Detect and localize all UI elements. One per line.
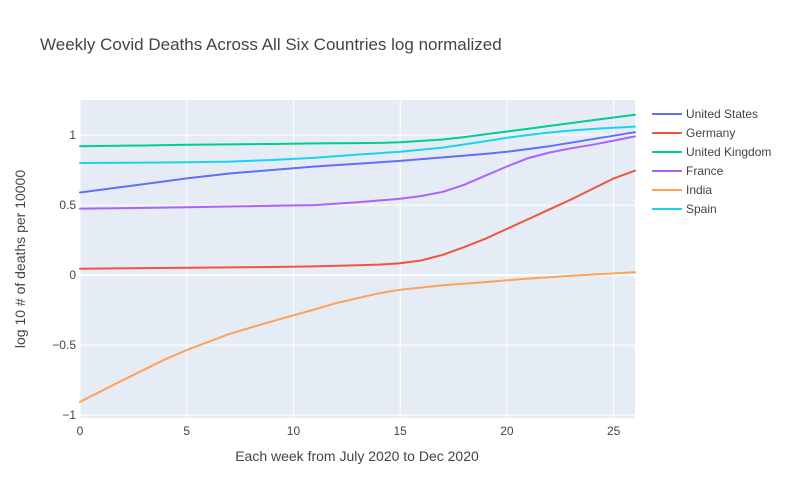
legend-item-spain[interactable]: Spain (652, 202, 717, 216)
y-tick-label: 1 (69, 128, 76, 142)
x-tick-label: 0 (77, 424, 84, 438)
legend[interactable]: United States Germany United Kingdom France… (652, 107, 771, 216)
x-tick-label: 15 (394, 424, 408, 438)
legend-label: India (686, 183, 712, 197)
legend-label: Spain (686, 202, 717, 216)
y-tick-label: −1 (62, 408, 76, 422)
series-line-united-states (79, 131, 636, 194)
y-tick-label: −0.5 (52, 338, 76, 352)
x-axis-ticks: 0 5 10 15 20 25 (77, 424, 621, 438)
x-tick-label: 10 (287, 424, 301, 438)
legend-item-india[interactable]: India (652, 183, 712, 197)
legend-label: United Kingdom (686, 145, 771, 159)
series-line-united-kingdom (79, 113, 636, 148)
legend-label: United States (686, 107, 758, 121)
legend-item-germany[interactable]: Germany (652, 126, 735, 140)
chart-title: Weekly Covid Deaths Across All Six Count… (40, 35, 502, 54)
legend-label: France (686, 164, 724, 178)
x-tick-label: 5 (183, 424, 190, 438)
series-line-france (79, 135, 636, 210)
x-axis-title: Each week from July 2020 to Dec 2020 (235, 448, 479, 464)
series-line-germany (79, 169, 636, 270)
x-tick-label: 25 (607, 424, 621, 438)
y-tick-label: 0 (69, 268, 76, 282)
plot-area (80, 100, 635, 418)
legend-label: Germany (686, 126, 735, 140)
legend-item-united-states[interactable]: United States (652, 107, 758, 121)
y-tick-label: 0.5 (59, 198, 76, 212)
legend-item-france[interactable]: France (652, 164, 724, 178)
legend-item-united-kingdom[interactable]: United Kingdom (652, 145, 771, 159)
gridlines (79, 100, 635, 418)
x-tick-label: 20 (500, 424, 514, 438)
y-axis-title: log 10 # of deaths per 10000 (12, 170, 28, 348)
series-lines (79, 113, 636, 403)
y-axis-ticks: −1 −0.5 0 0.5 1 (52, 128, 76, 422)
series-line-india (79, 271, 636, 403)
series-line-spain (79, 125, 636, 164)
